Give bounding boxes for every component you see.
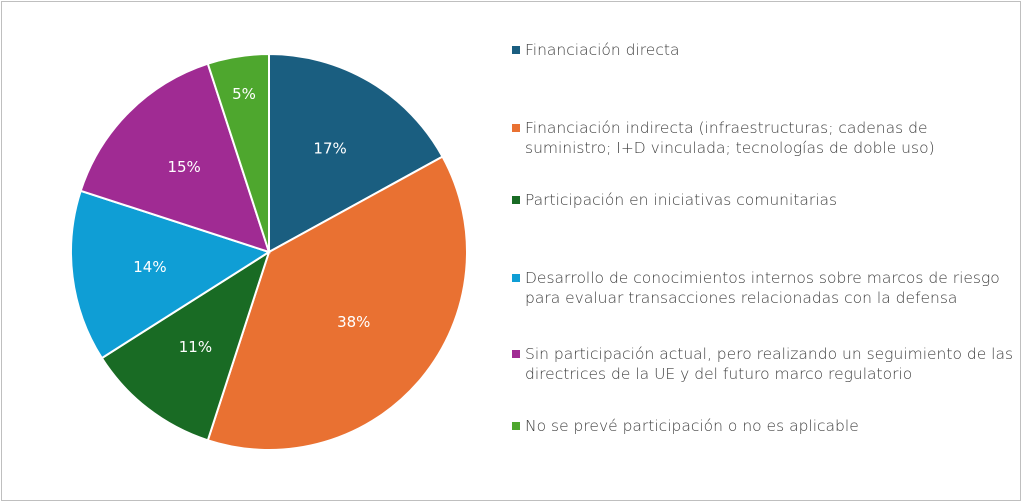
slice-label-2: 38% xyxy=(337,313,370,331)
pie-slice-3 xyxy=(100,249,271,442)
legend-swatch-6 xyxy=(512,422,520,430)
legend-item-4: Desarrollo de conocimientos internos sob… xyxy=(510,268,1015,308)
pie-slice-4 xyxy=(70,189,272,360)
legend-label-4: Desarrollo de conocimientos internos sob… xyxy=(525,269,1000,307)
legend-label-5: Sin participación actual, pero realizand… xyxy=(525,345,1014,383)
slice-label-3: 11% xyxy=(179,338,212,356)
pie-slice-5 xyxy=(79,62,271,254)
pie-slice-1 xyxy=(268,52,444,254)
legend-item-2: Financiación indirecta (infraestructuras… xyxy=(510,118,1015,158)
legend-swatch-4 xyxy=(512,274,520,282)
legend-label-2: Financiación indirecta (infraestructuras… xyxy=(525,119,935,157)
legend-swatch-2 xyxy=(512,124,520,132)
slice-label-5: 15% xyxy=(167,158,200,176)
legend-swatch-3 xyxy=(512,196,520,204)
legend-label-6: No se prevé participación o no es aplica… xyxy=(525,417,859,435)
pie-slice-2 xyxy=(206,155,468,451)
legend-item-5: Sin participación actual, pero realizand… xyxy=(510,344,1015,384)
legend-item-3: Participación en iniciativas comunitaria… xyxy=(510,190,1015,210)
legend-item-6: No se prevé participación o no es aplica… xyxy=(510,416,1015,436)
legend-label-1: Financiación directa xyxy=(525,41,680,59)
legend-swatch-1 xyxy=(512,46,520,54)
slice-label-1: 17% xyxy=(313,140,346,158)
legend-swatch-5 xyxy=(512,350,520,358)
legend-label-3: Participación en iniciativas comunitaria… xyxy=(525,191,838,209)
slice-label-4: 14% xyxy=(133,258,166,276)
legend-item-1: Financiación directa xyxy=(510,40,1015,60)
slice-label-6: 5% xyxy=(232,85,256,103)
pie-slice-6 xyxy=(206,52,270,253)
